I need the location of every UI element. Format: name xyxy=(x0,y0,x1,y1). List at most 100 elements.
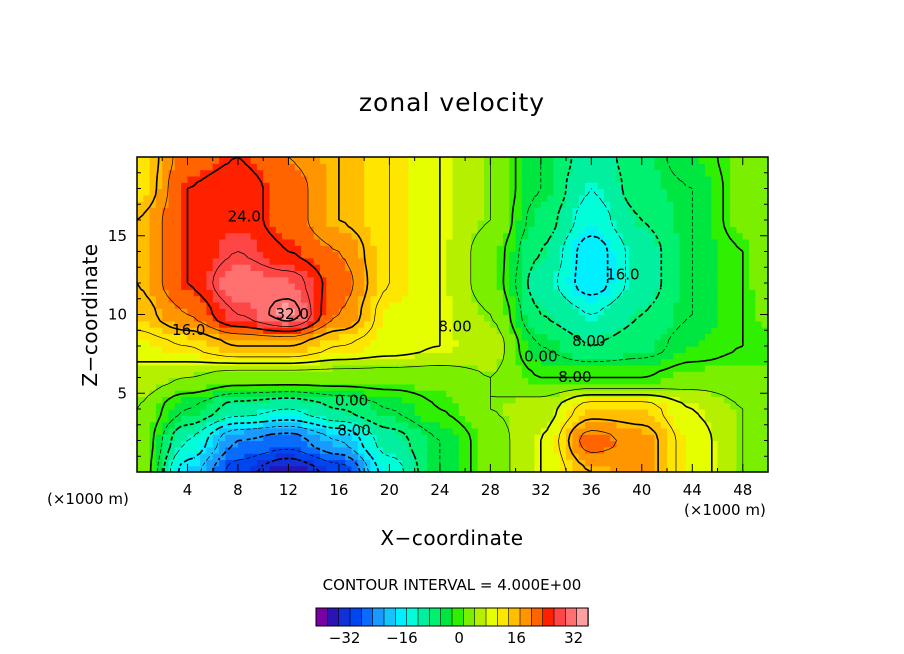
field-cell xyxy=(313,301,321,309)
field-cell xyxy=(231,308,239,316)
field-cell xyxy=(465,283,473,290)
field-cell xyxy=(168,396,176,404)
field-cell xyxy=(603,390,611,397)
field-cell xyxy=(566,465,573,472)
field-cell xyxy=(420,213,428,221)
field-cell xyxy=(635,182,643,190)
field-cell xyxy=(572,314,580,322)
field-cell xyxy=(534,289,542,297)
field-cell xyxy=(402,377,409,385)
field-cell xyxy=(698,245,706,253)
field-cell xyxy=(414,232,422,240)
field-cell xyxy=(155,163,163,171)
field-cell xyxy=(351,440,359,448)
field-cell xyxy=(307,188,315,196)
field-cell xyxy=(673,245,681,253)
field-cell xyxy=(351,257,359,265)
field-cell xyxy=(685,320,693,328)
field-cell xyxy=(679,427,687,435)
field-cell xyxy=(660,427,668,435)
field-cell xyxy=(250,465,258,472)
field-cell xyxy=(566,446,573,454)
field-cell xyxy=(704,289,712,297)
field-cell xyxy=(484,283,491,290)
field-cell xyxy=(433,358,441,366)
field-cell xyxy=(225,289,233,297)
field-cell xyxy=(263,377,271,385)
field-cell xyxy=(181,377,189,385)
field-cell xyxy=(698,427,706,435)
field-cell xyxy=(408,201,416,208)
field-cell xyxy=(717,276,725,284)
field-cell xyxy=(244,270,252,278)
field-cell xyxy=(603,377,611,385)
field-cell xyxy=(383,257,390,265)
field-cell xyxy=(307,371,315,379)
field-cell xyxy=(439,257,447,265)
field-cell xyxy=(408,270,416,278)
field-cell xyxy=(200,245,208,253)
field-cell xyxy=(641,301,649,309)
field-cell xyxy=(629,220,637,227)
field-cell xyxy=(490,163,498,171)
field-cell xyxy=(597,157,605,164)
field-cell xyxy=(698,188,706,196)
field-cell xyxy=(452,270,460,278)
field-cell xyxy=(389,301,397,309)
field-cell xyxy=(357,157,365,164)
field-cell xyxy=(162,352,170,360)
field-cell xyxy=(597,182,605,190)
field-cell xyxy=(301,371,308,379)
field-cell xyxy=(414,409,422,416)
field-cell xyxy=(616,440,624,448)
field-cell xyxy=(755,364,763,372)
field-cell xyxy=(446,415,454,423)
field-cell xyxy=(660,157,668,164)
field-cell xyxy=(193,220,201,227)
field-cell xyxy=(547,220,555,227)
field-cell xyxy=(420,427,428,435)
field-cell xyxy=(370,390,378,397)
field-cell xyxy=(364,220,372,227)
field-cell xyxy=(187,295,195,303)
field-cell xyxy=(237,283,245,290)
field-cell xyxy=(313,194,321,202)
field-cell xyxy=(345,257,353,265)
field-cell xyxy=(591,364,599,372)
field-cell xyxy=(294,295,302,303)
field-cell xyxy=(408,251,416,259)
field-cell xyxy=(730,383,738,391)
field-cell xyxy=(414,346,422,353)
field-cell xyxy=(559,320,567,328)
field-cell xyxy=(755,371,763,379)
field-cell xyxy=(155,188,163,196)
field-cell xyxy=(149,421,157,429)
field-cell xyxy=(231,409,239,416)
field-cell xyxy=(673,427,681,435)
field-cell xyxy=(597,320,605,328)
field-cell xyxy=(155,371,163,379)
field-cell xyxy=(515,163,523,171)
field-cell xyxy=(736,194,744,202)
field-cell xyxy=(389,371,397,379)
field-cell xyxy=(610,383,618,391)
field-cell xyxy=(364,320,372,328)
field-cell xyxy=(761,352,768,360)
field-cell xyxy=(439,352,447,360)
field-cell xyxy=(383,270,390,278)
field-cell xyxy=(200,270,208,278)
field-cell xyxy=(370,415,378,423)
field-cell xyxy=(585,157,592,164)
field-cell xyxy=(591,220,599,227)
field-cell xyxy=(610,194,618,202)
field-cell xyxy=(698,283,706,290)
field-cell xyxy=(149,270,157,278)
field-cell xyxy=(269,295,277,303)
field-cell xyxy=(288,352,296,360)
field-cell xyxy=(547,427,555,435)
field-cell xyxy=(547,283,555,290)
field-cell xyxy=(667,245,674,253)
field-cell xyxy=(237,320,245,328)
field-cell xyxy=(736,201,744,208)
field-cell xyxy=(540,377,548,385)
